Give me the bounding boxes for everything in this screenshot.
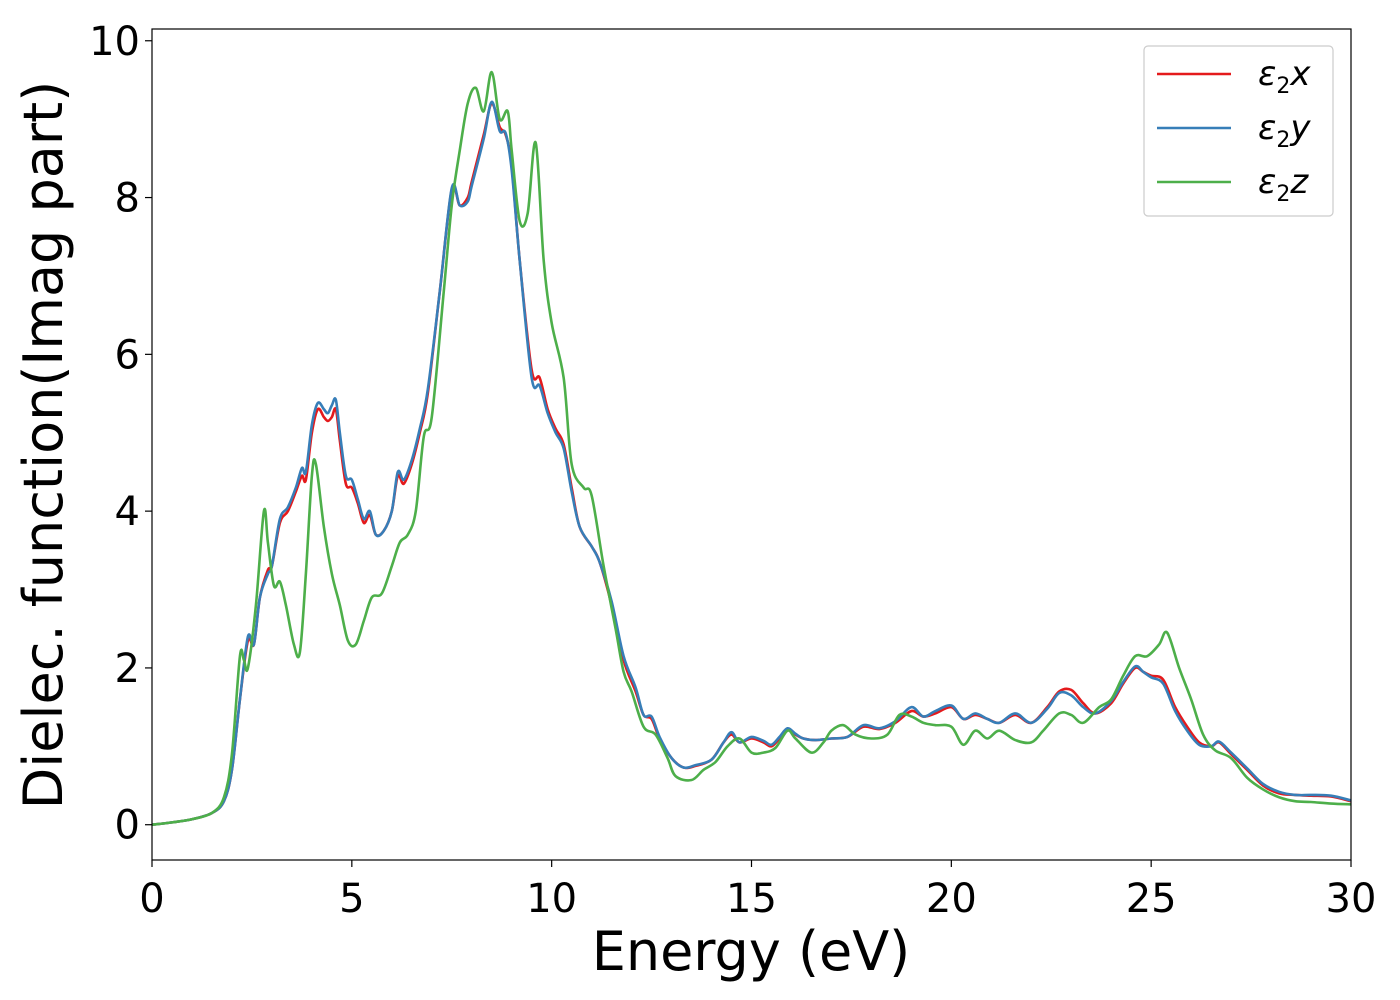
x-tick-label: 15 (726, 876, 777, 922)
x-axis-label: Energy (eV) (592, 920, 911, 983)
y-axis-label: Dielec. function(Imag part) (12, 81, 75, 810)
y-tick-label: 8 (115, 176, 140, 222)
y-tick-label: 0 (115, 803, 140, 849)
y-tick-label: 2 (115, 646, 140, 692)
y-tick-label: 10 (89, 19, 140, 65)
x-tick-label: 10 (526, 876, 577, 922)
legend: ε2x ε2y ε2z (1143, 45, 1334, 217)
x-tick-label: 20 (926, 876, 977, 922)
x-tick-label: 5 (339, 876, 364, 922)
series-lines (151, 70, 1352, 827)
x-tick-label: 25 (1126, 876, 1177, 922)
legend-label: ε2z (1258, 162, 1309, 207)
legend-label: ε2y (1258, 108, 1311, 153)
series-line-ε2y (151, 100, 1352, 827)
x-tick-label: 0 (139, 876, 164, 922)
legend-label: ε2x (1258, 54, 1311, 99)
legend-box (1143, 45, 1334, 217)
y-tick-label: 6 (115, 332, 140, 378)
x-tick-label: 30 (1326, 876, 1377, 922)
y-tick-label: 4 (115, 489, 140, 535)
series-line-ε2z (151, 70, 1352, 827)
y-axis-ticks: 0 2 4 6 8 10 (89, 19, 152, 849)
x-axis-ticks: 0 5 10 15 20 25 30 (139, 860, 1376, 922)
